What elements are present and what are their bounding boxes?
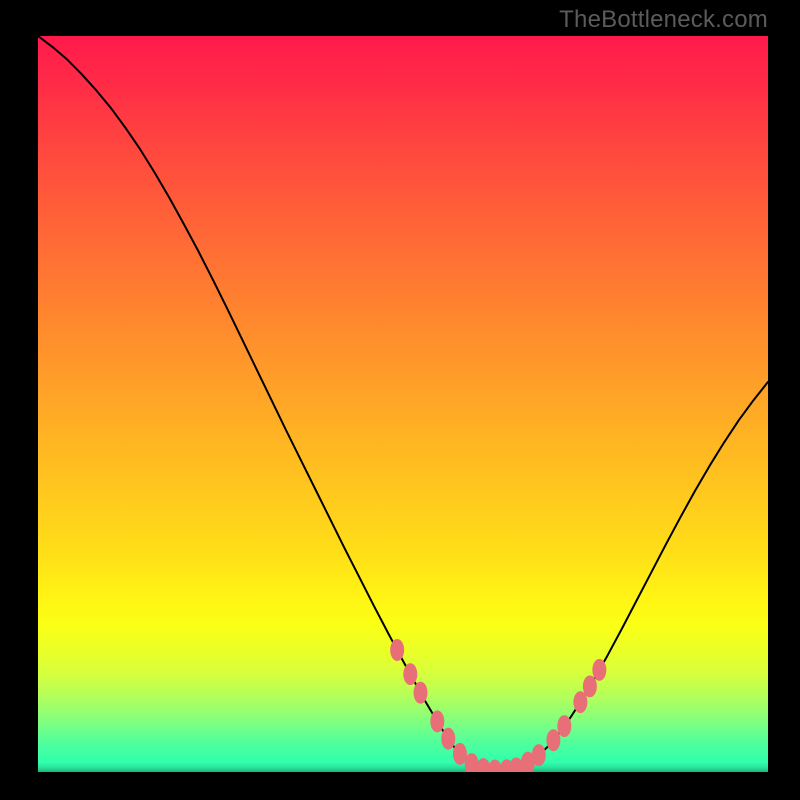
bottleneck-curve-chart — [38, 36, 768, 772]
curve-marker — [403, 663, 417, 685]
curve-marker — [592, 659, 606, 681]
watermark-text: TheBottleneck.com — [559, 6, 768, 34]
curve-marker — [583, 675, 597, 697]
curve-marker — [414, 682, 428, 704]
curve-marker — [390, 639, 404, 661]
curve-marker — [546, 729, 560, 751]
curve-marker — [430, 710, 444, 732]
curve-marker — [441, 728, 455, 750]
curve-marker — [557, 715, 571, 737]
plot-area — [38, 36, 768, 772]
chart-frame: TheBottleneck.com — [0, 0, 800, 800]
curve-marker — [532, 744, 546, 766]
